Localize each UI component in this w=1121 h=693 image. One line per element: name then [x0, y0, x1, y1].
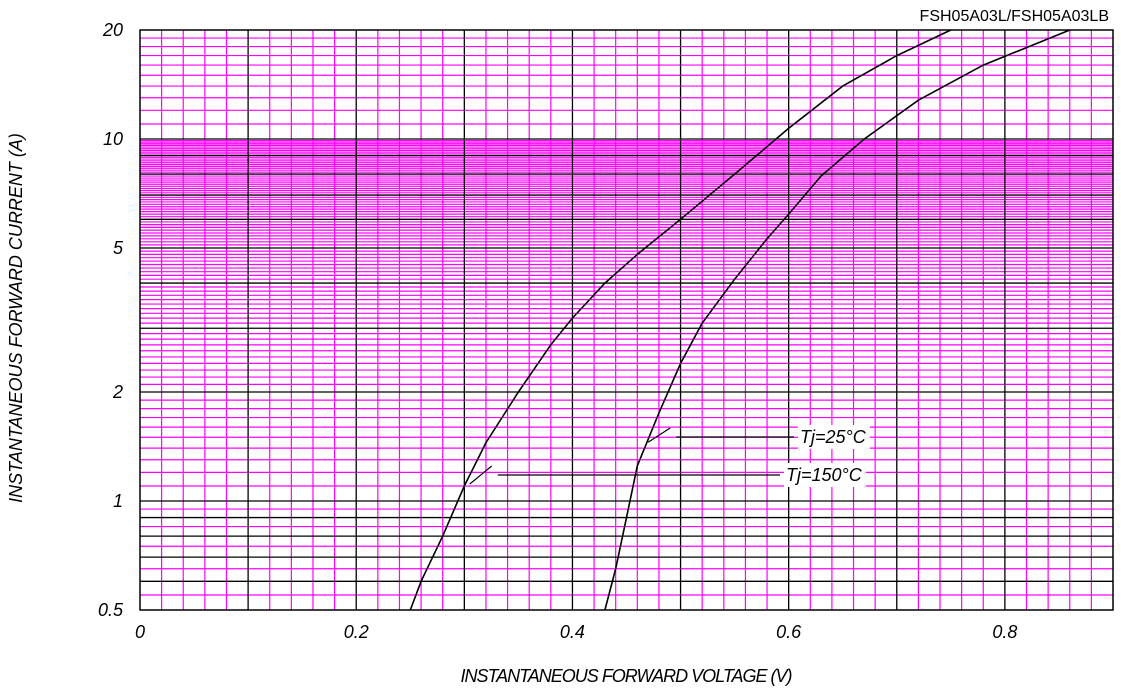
plot-frame [139, 29, 1114, 611]
annotation-leader [647, 427, 794, 443]
major-grid [140, 30, 1113, 610]
annotation-label-bg [784, 463, 866, 487]
y-tick-label: 0.5 [98, 600, 124, 620]
series-line-tj-150c [409, 29, 952, 611]
annotation-label: Tj=25°C [800, 427, 867, 447]
x-tick-labels: 0 0.2 0.4 0.6 0.8 [135, 622, 1017, 642]
y-tick-labels: 0.5 1 2 5 10 20 [98, 20, 124, 620]
x-tick-label: 0.6 [776, 622, 802, 642]
x-tick-label: 0.2 [344, 622, 369, 642]
curve-annotations: Tj=25°C Tj=150°C [469, 425, 870, 487]
y-tick-label: 5 [113, 238, 124, 258]
y-tick-label: 2 [112, 382, 123, 402]
series-line-tj-25c [604, 29, 1071, 611]
x-tick-label: 0.4 [560, 622, 585, 642]
y-tick-label: 20 [102, 20, 123, 40]
y-tick-label: 1 [113, 491, 123, 511]
x-tick-label: 0.8 [992, 622, 1017, 642]
y-tick-label: 10 [103, 129, 123, 149]
annotation-label: Tj=150°C [786, 465, 863, 485]
minor-grid [140, 30, 1113, 610]
x-axis-title: INSTANTANEOUS FORWARD VOLTAGE (V) [460, 666, 791, 686]
chart-title: FSH05A03L/FSH05A03LB [920, 8, 1109, 25]
curves [409, 29, 1071, 611]
x-tick-label: 0 [135, 622, 145, 642]
annotation-leader [469, 465, 780, 485]
annotation-label-bg [798, 425, 870, 449]
y-axis-title: INSTANTANEOUS FORWARD CURRENT (A) [6, 133, 26, 503]
